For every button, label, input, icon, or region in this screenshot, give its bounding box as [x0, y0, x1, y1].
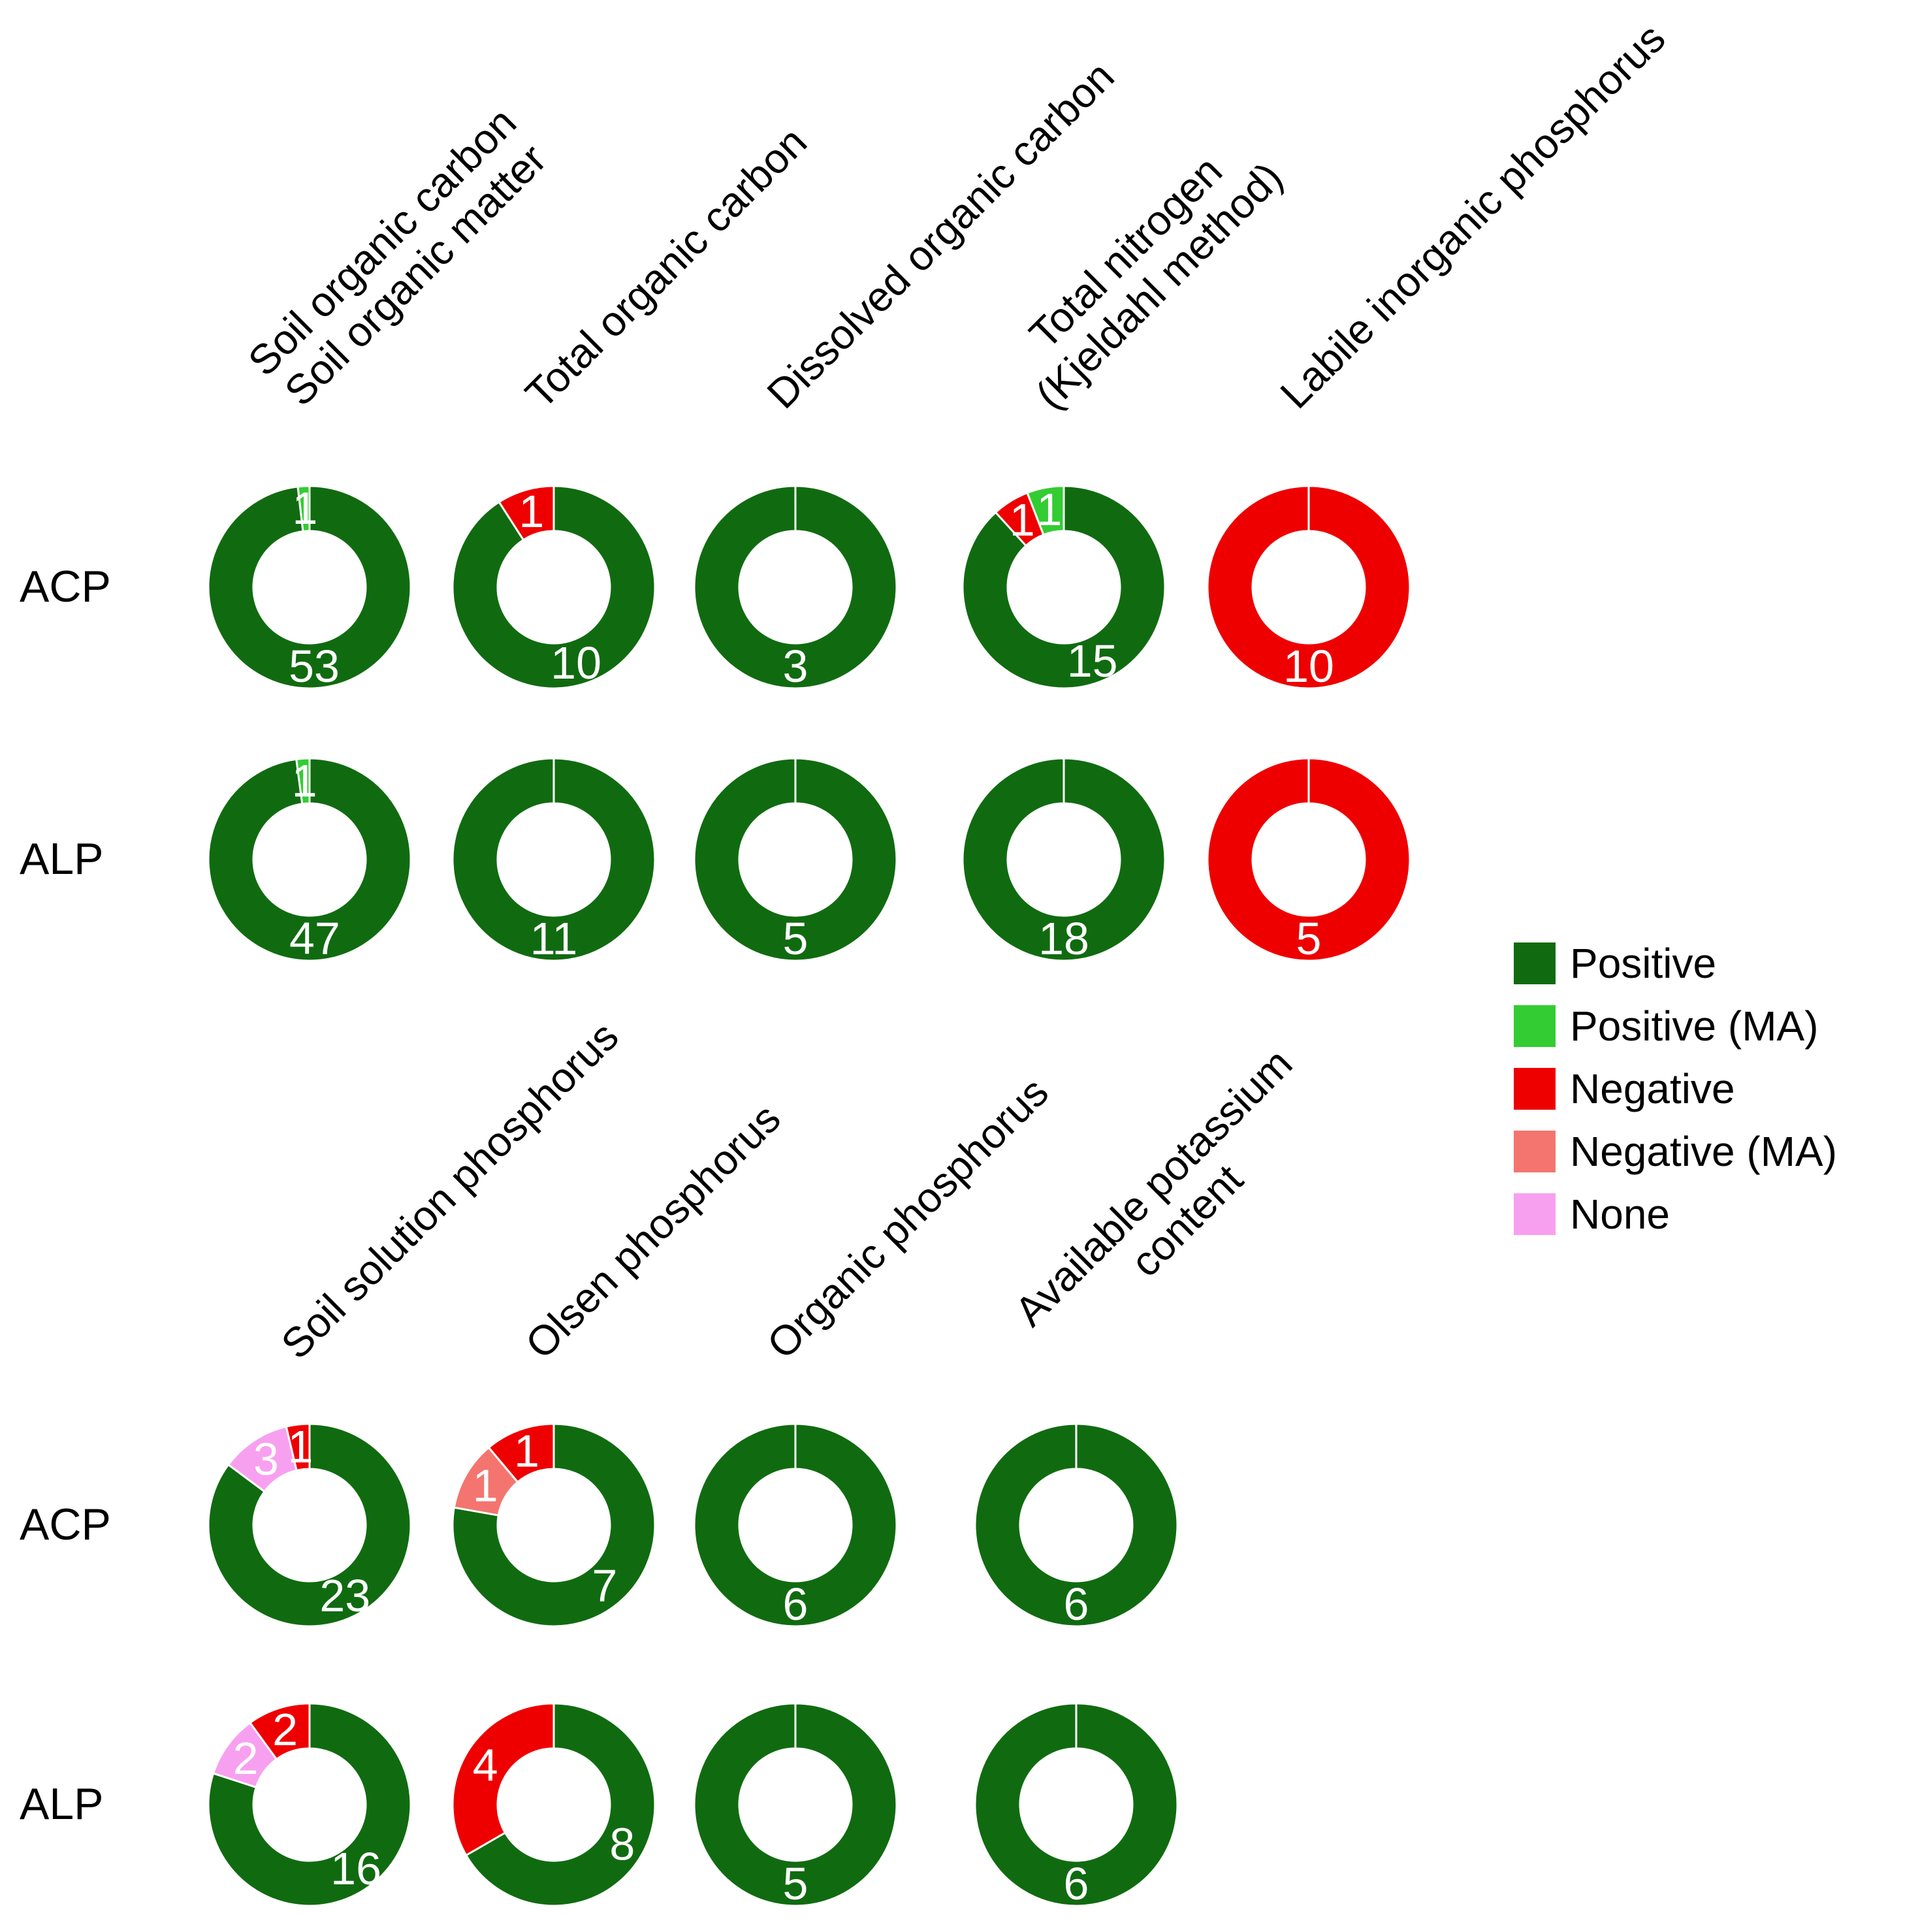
donut-segment-positive	[693, 1702, 898, 1907]
donut-segment-positive	[207, 1423, 412, 1628]
donut-value-label: 11	[530, 913, 578, 964]
donut-acp-g2-col2: 7 11	[451, 1423, 656, 1628]
donut-alp-g1-col4: 18	[961, 757, 1166, 964]
donut-segment-positive	[961, 757, 1166, 962]
donut-value-label: 6	[1064, 1858, 1089, 1909]
donut-acp-g1-col1: 53 1	[207, 483, 412, 692]
donut-value-label: 8	[609, 1819, 635, 1870]
column-label: Labile inorganic phosphorus	[1271, 14, 1674, 418]
donut-value-label: 2	[272, 1704, 298, 1755]
donut-value-label: 1	[519, 486, 544, 537]
donut-acp-g1-col3: 3	[693, 485, 898, 692]
legend-swatch-none	[1514, 1193, 1556, 1235]
donut-value-label: 1	[288, 1421, 313, 1472]
donut-value-label: 1	[293, 483, 318, 534]
column-label: Organic phosphorus	[758, 1069, 1058, 1368]
donut-segment-positive	[961, 485, 1166, 690]
donut-segment-positive	[974, 1423, 1179, 1628]
donut-value-label: 3	[783, 641, 808, 692]
row-label-alp-group1: ALP	[20, 834, 104, 884]
donut-value-label: 18	[1038, 913, 1089, 964]
donut-segment-positive	[693, 485, 898, 690]
donut-segment-positive	[207, 757, 412, 962]
donut-value-label: 4	[473, 1740, 498, 1791]
legend: Positive Positive (MA) Negative Negative (M…	[1514, 939, 1837, 1253]
legend-item-positive: Positive	[1514, 939, 1837, 988]
donut-alp-g1-col1: 47 1	[207, 755, 412, 964]
donut-value-label: 5	[783, 913, 808, 964]
donut-value-label: 47	[289, 913, 340, 964]
donut-value-label: 1	[473, 1460, 498, 1511]
legend-swatch-positive	[1514, 942, 1556, 984]
donut-segment-positive	[451, 1423, 656, 1628]
column-label: Soil organic carbon Soil organic matter	[238, 98, 555, 415]
donut-value-label: 1	[1036, 484, 1062, 535]
donut-alp-g2-col2: 84	[451, 1702, 656, 1907]
donut-alp-g2-col3: 5	[693, 1702, 898, 1909]
donut-alp-g1-col3: 5	[693, 757, 898, 964]
donut-value-label: 6	[1064, 1579, 1089, 1630]
legend-item-negative: Negative	[1514, 1065, 1837, 1113]
donut-value-label: 23	[319, 1570, 370, 1621]
donut-acp-g1-col4: 151 1	[961, 484, 1166, 690]
donut-value-label: 15	[1067, 636, 1118, 686]
donut-segment-negative	[1206, 485, 1411, 690]
donut-segment-positive_ma	[296, 485, 311, 533]
donut-value-label: 6	[783, 1579, 808, 1630]
donut-value-label: 10	[1283, 641, 1334, 692]
donut-segment-negative	[498, 485, 555, 541]
row-label-acp-group1: ACP	[20, 562, 111, 611]
donut-alp-g1-col5: 5	[1206, 757, 1411, 964]
donut-segment-positive	[693, 757, 898, 962]
donut-segment-positive	[465, 1702, 656, 1907]
donut-value-label: 16	[330, 1843, 381, 1894]
legend-label: Negative	[1570, 1065, 1735, 1112]
donut-value-label: 5	[1296, 913, 1322, 964]
donut-segment-positive	[207, 1702, 412, 1907]
donut-segment-negative	[487, 1423, 555, 1483]
donut-segment-negative	[451, 1702, 555, 1856]
donut-segment-negative	[1206, 757, 1411, 962]
legend-swatch-positive_ma	[1514, 1005, 1556, 1047]
donut-alp-g2-col4: 6	[974, 1702, 1179, 1909]
donut-segment-positive_ma	[1026, 485, 1065, 536]
legend-item-positive_ma: Positive (MA)	[1514, 1002, 1837, 1050]
donut-segment-positive	[451, 757, 656, 962]
legend-swatch-negative_ma	[1514, 1131, 1556, 1172]
donut-value-label: 53	[289, 641, 340, 692]
donut-value-label: 3	[253, 1434, 279, 1485]
row-label-acp-group2: ACP	[20, 1500, 111, 1549]
legend-swatch-negative	[1514, 1068, 1556, 1110]
donut-value-label: 5	[783, 1858, 808, 1909]
donut-value-label: 1	[514, 1425, 539, 1476]
donut-alp-g1-col2: 11	[451, 757, 656, 964]
legend-label: Negative (MA)	[1570, 1128, 1837, 1175]
legend-item-negative_ma: Negative (MA)	[1514, 1127, 1837, 1176]
donut-segment-negative	[285, 1423, 311, 1472]
legend-label: Positive	[1570, 940, 1717, 987]
donut-acp-g1-col5: 10	[1206, 485, 1411, 692]
donut-value-label: 7	[592, 1560, 617, 1611]
donut-acp-g1-col2: 10 1	[451, 485, 656, 690]
donut-segment-positive	[974, 1702, 1179, 1907]
legend-item-none: None	[1514, 1190, 1837, 1238]
row-label-alp-group2: ALP	[20, 1779, 104, 1829]
donut-segment-positive_ma	[295, 757, 311, 805]
donut-value-label: 10	[551, 637, 601, 688]
donut-acp-g2-col3: 6	[693, 1423, 898, 1630]
column-label: Olsen phosphorus	[516, 1095, 790, 1368]
donut-segment-positive	[693, 1423, 898, 1628]
legend-label: None	[1570, 1191, 1670, 1238]
donut-segment-negative	[249, 1702, 311, 1760]
donut-acp-g2-col1: 23 3 1	[207, 1421, 412, 1628]
column-label: Available potassium content	[1005, 1039, 1302, 1335]
donut-value-label: 1	[292, 755, 317, 806]
donut-value-label: 2	[233, 1733, 259, 1784]
donut-segment-positive	[451, 485, 656, 690]
donut-acp-g2-col4: 6	[974, 1423, 1179, 1630]
donut-segment-positive	[207, 485, 412, 690]
legend-label: Positive (MA)	[1570, 1003, 1819, 1050]
